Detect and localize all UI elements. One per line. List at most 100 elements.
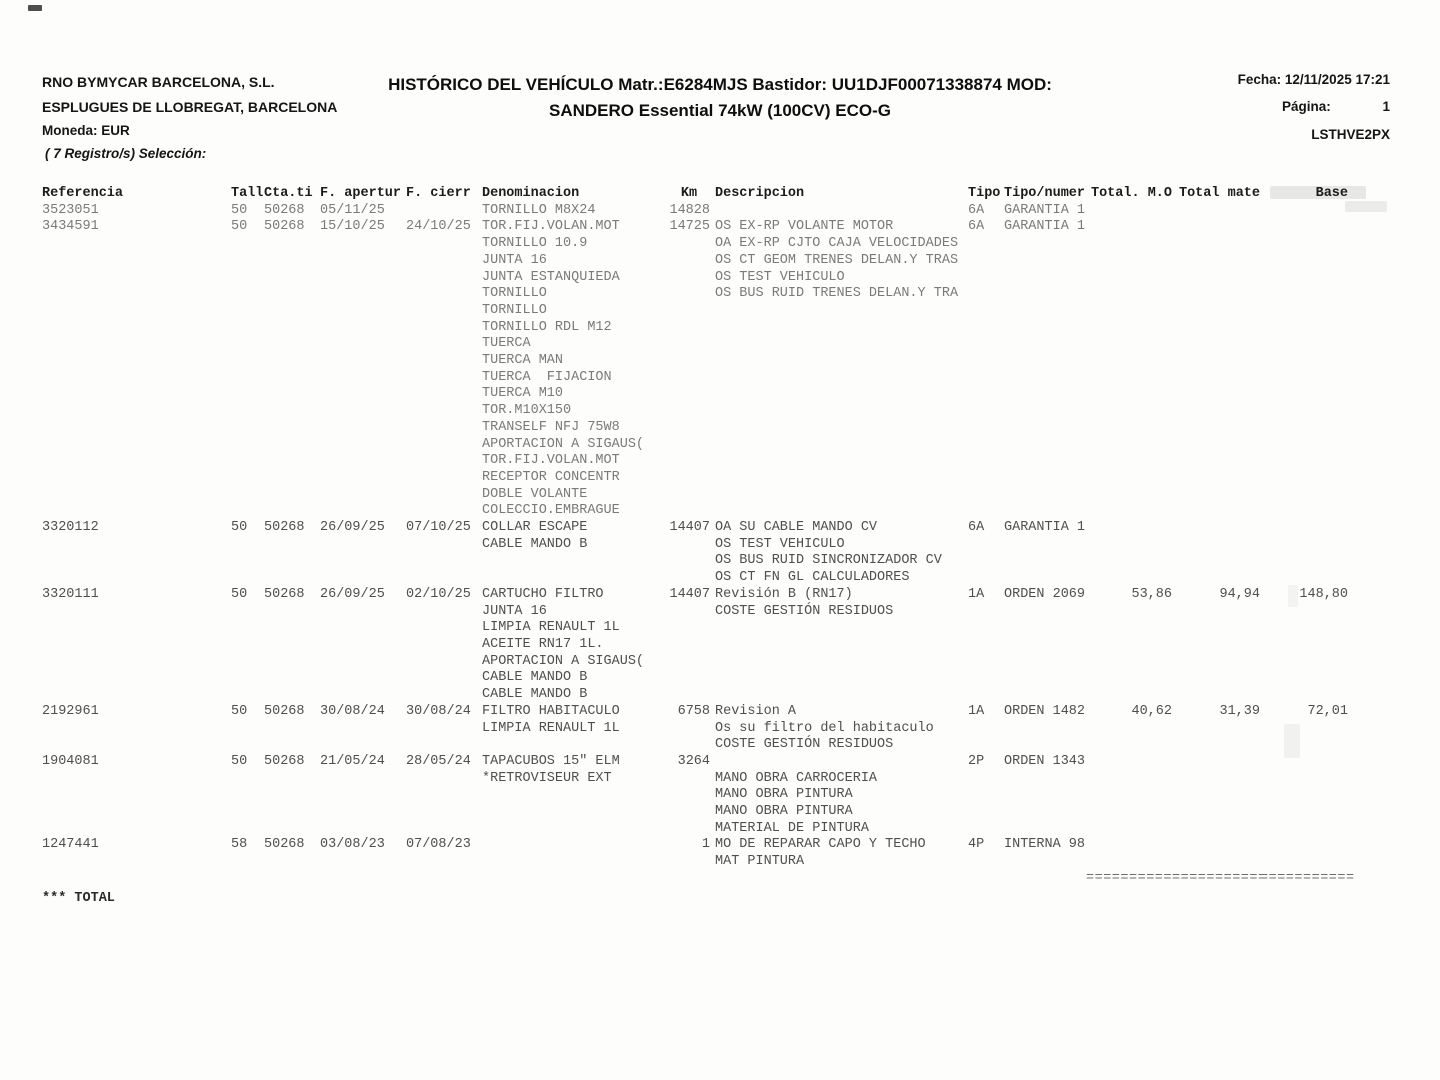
cell-km: 14407 — [669, 586, 710, 602]
cell-km: 3264 — [677, 753, 710, 769]
company-block: RNO BYMYCAR BARCELONA, S.L. ESPLUGUES DE… — [42, 70, 337, 120]
cell-referencia: 3523051 — [42, 202, 99, 218]
total-label: *** TOTAL — [42, 890, 115, 906]
cell-f-apertur: 21/05/24 — [320, 753, 385, 769]
cell-tipo-numer: ORDEN 1482 — [1004, 703, 1086, 719]
col-header-denominacion: Denominacion — [482, 186, 580, 201]
cell-total-mate — [1172, 837, 1260, 870]
report-code: LSTHVE2PX — [1311, 127, 1390, 142]
page-number-row: Página: 1 — [1282, 99, 1390, 114]
cell-tipo-numer: GARANTIA 1 — [1004, 219, 1086, 235]
cell-tipo: 6A — [968, 520, 985, 536]
cell-total-mo — [1086, 837, 1172, 870]
cell-f-cierr — [406, 203, 482, 220]
cell-tipo-numer: ORDEN 2069 — [1004, 586, 1086, 602]
cell-tall: 50 — [231, 586, 248, 602]
cell-total-mate — [1172, 520, 1260, 587]
col-header-km: Km — [680, 186, 698, 201]
cell-base — [1260, 754, 1348, 838]
report-date: Fecha: 12/11/2025 17:21 — [1237, 72, 1390, 87]
col-header-total-mo: Total. M.O — [1090, 186, 1172, 201]
cell-descripcion: Revisión B (RN17) COSTE GESTIÓN RESIDUOS — [715, 586, 894, 619]
cell-descripcion: OA SU CABLE MANDO CV OS TEST VEHICULO OS… — [715, 520, 942, 586]
col-header-f-apertur: F. apertur — [320, 186, 402, 201]
cell-base — [1260, 219, 1348, 520]
table-row: 2192961 50 50268 30/08/24 30/08/24 FILTR… — [42, 704, 1394, 754]
cell-tipo: 2P — [968, 753, 985, 769]
history-table: Referencia Tall Cta.ti F. apertur F. cie… — [42, 186, 1394, 907]
cell-denominacion: COLLAR ESCAPE CABLE MANDO B — [482, 520, 588, 552]
cell-total-mate: 31,39 — [1219, 703, 1260, 719]
col-header-cta: Cta.ti — [264, 186, 313, 201]
cell-base — [1260, 520, 1348, 587]
cell-descripcion: MO DE REPARAR CAPO Y TECHO MAT PINTURA — [715, 837, 926, 870]
cell-total-mate: 94,94 — [1219, 586, 1260, 602]
cell-referencia: 1247441 — [42, 837, 99, 853]
table-body: 3523051 50 50268 05/11/25 TORNILLO M8X24… — [42, 203, 1394, 871]
cell-cta: 50268 — [264, 703, 305, 719]
page-number-value: 1 — [1382, 99, 1390, 114]
cell-base — [1260, 837, 1348, 870]
company-name: RNO BYMYCAR BARCELONA, S.L. — [42, 74, 275, 90]
cell-tipo-numer: INTERNA 98 — [1004, 837, 1086, 853]
cell-tipo: 6A — [968, 202, 985, 218]
cell-descripcion: MANO OBRA CARROCERIA MANO OBRA PINTURA M… — [715, 770, 878, 836]
cell-referencia: 3434591 — [42, 219, 99, 235]
report-meta: Fecha: 12/11/2025 17:21 Página: 1 LSTHVE… — [1238, 72, 1390, 142]
cell-f-apertur: 26/09/25 — [320, 520, 385, 536]
cell-base: 148,80 — [1299, 586, 1348, 602]
cell-descripcion — [710, 203, 962, 220]
cell-denominacion — [482, 837, 668, 870]
cell-descripcion: Revision A Os su filtro del habitaculo C… — [715, 703, 934, 753]
cell-cta: 50268 — [264, 837, 305, 853]
cell-cta: 50268 — [264, 202, 305, 218]
cell-f-apertur: 03/08/23 — [320, 837, 385, 853]
cell-cta: 50268 — [264, 753, 305, 769]
cell-km: 14407 — [669, 520, 710, 536]
col-header-descripcion: Descripcion — [715, 186, 805, 201]
cell-km: 14725 — [669, 219, 710, 235]
cell-km: 6758 — [677, 703, 710, 719]
report-title-line1: HISTÓRICO DEL VEHÍCULO Matr.:E6284MJS Ba… — [388, 75, 1052, 94]
col-header-tall: Tall — [231, 186, 264, 201]
cell-total-mate — [1172, 219, 1260, 520]
cell-referencia: 2192961 — [42, 703, 99, 719]
cell-tall: 50 — [231, 202, 248, 218]
cell-total-mo — [1086, 219, 1172, 520]
cell-f-apertur: 15/10/25 — [320, 219, 385, 235]
cell-denominacion: CARTUCHO FILTRO JUNTA 16 LIMPIA RENAULT … — [482, 586, 645, 703]
cell-total-mo: 53,86 — [1131, 586, 1172, 602]
table-header-row: Referencia Tall Cta.ti F. apertur F. cie… — [42, 186, 1394, 203]
cell-tipo: 1A — [968, 703, 985, 719]
cell-f-apertur: 26/09/25 — [320, 586, 385, 602]
cell-referencia: 3320112 — [42, 520, 99, 536]
table-row: 1247441 58 50268 03/08/23 07/08/23 1 MO … — [42, 837, 1394, 870]
cell-cta: 50268 — [264, 586, 305, 602]
cell-tall: 58 — [231, 837, 248, 853]
cell-total-mo — [1086, 203, 1172, 220]
col-header-f-cierr: F. cierr — [406, 186, 471, 201]
cell-descripcion: OS EX-RP VOLANTE MOTOR OA EX-RP CJTO CAJ… — [715, 219, 959, 302]
cell-f-cierr: 30/08/24 — [406, 703, 471, 719]
col-header-tipo-numer: Tipo/numer — [1004, 186, 1086, 201]
cell-denominacion: TOR.FIJ.VOLAN.MOT TORNILLO 10.9 JUNTA 16… — [482, 219, 645, 519]
cell-km: 1 — [701, 837, 710, 853]
cell-total-mate — [1172, 754, 1260, 838]
cell-total-mo: 40,62 — [1131, 703, 1172, 719]
totals-rule-mate: =========== — [1172, 870, 1267, 886]
cell-denominacion: TORNILLO M8X24 — [482, 202, 596, 218]
currency-label: Moneda: EUR — [42, 123, 130, 138]
table-row: 3320111 50 50268 26/09/25 02/10/25 CARTU… — [42, 587, 1394, 704]
cell-f-apertur: 05/11/25 — [320, 202, 385, 218]
cell-tall: 50 — [231, 520, 248, 536]
scan-artifact — [28, 5, 42, 11]
report-title: HISTÓRICO DEL VEHÍCULO Matr.:E6284MJS Ba… — [330, 72, 1110, 124]
totals-rule-mo: =========== — [1086, 870, 1181, 886]
cell-total-mo — [1086, 754, 1172, 838]
col-header-base: Base — [1315, 186, 1348, 201]
totals-rule-base: =========== — [1260, 870, 1355, 886]
col-header-referencia: Referencia — [42, 186, 124, 201]
selection-label: ( 7 Registro/s) Selección: — [45, 146, 207, 161]
totals-separator-row: =========== =========== =========== — [42, 871, 1394, 888]
